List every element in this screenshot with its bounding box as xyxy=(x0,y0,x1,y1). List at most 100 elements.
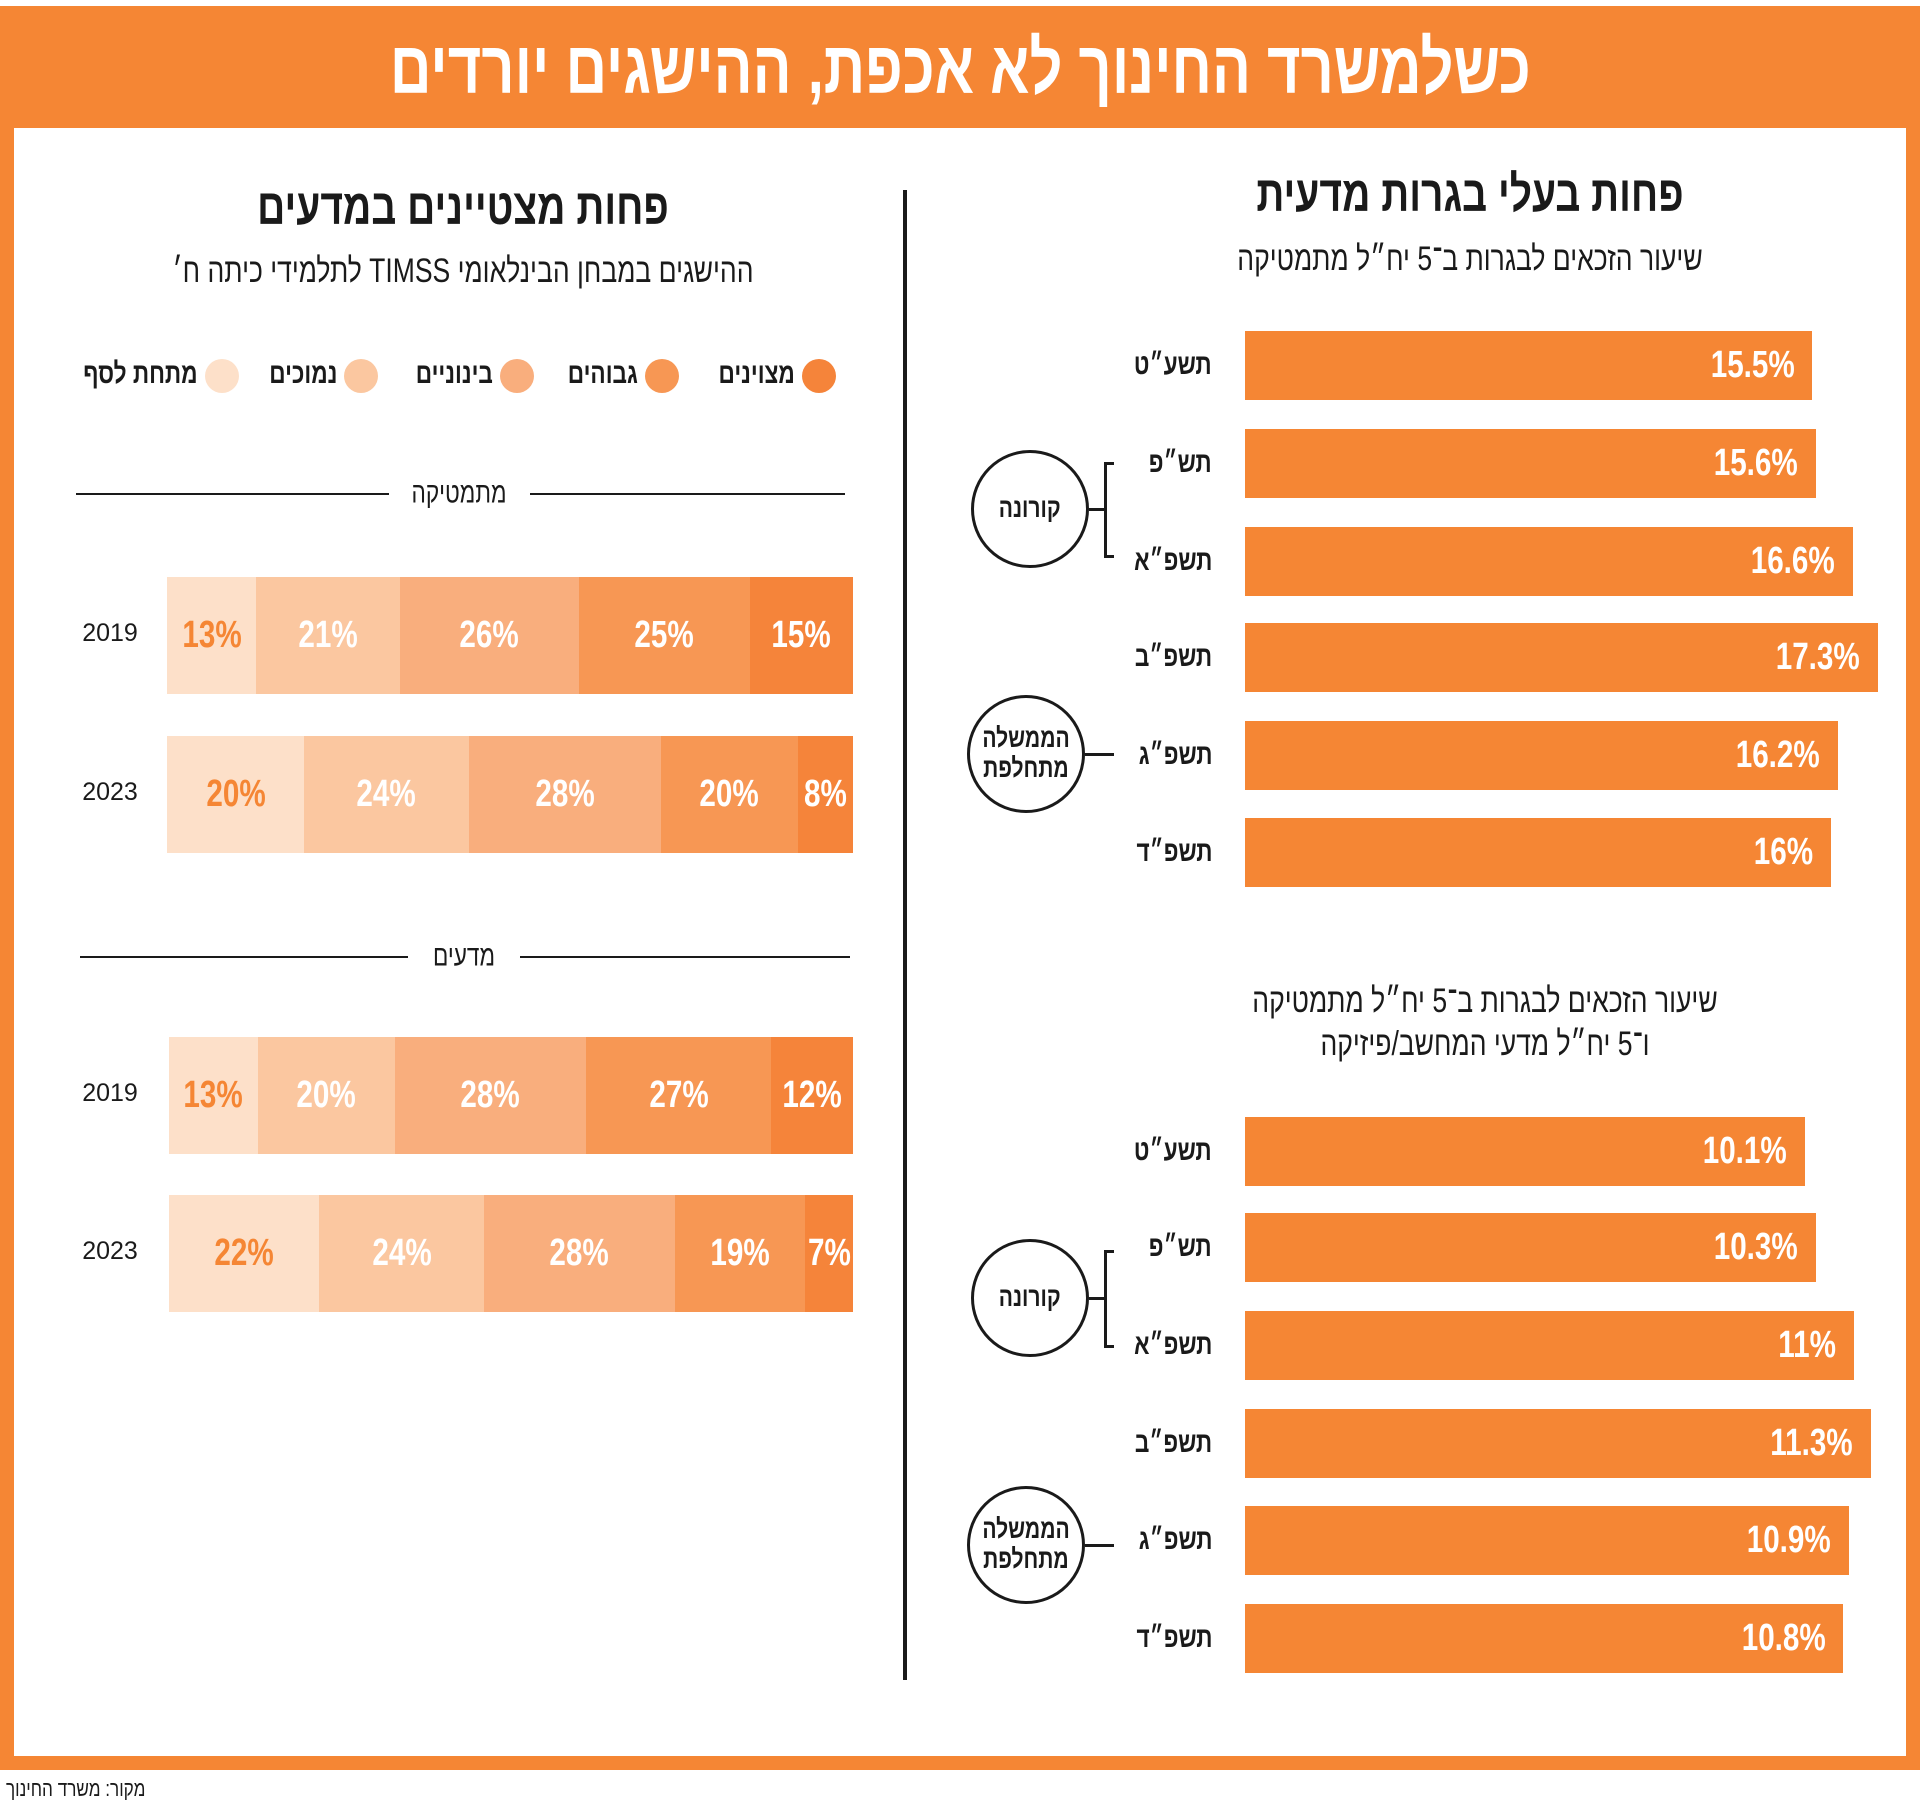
bar: 16.6% xyxy=(1245,527,1853,596)
bar: 10.9% xyxy=(1245,1506,1849,1575)
legend-swatch xyxy=(205,359,239,393)
legend-label: מתחת לסף xyxy=(83,358,198,390)
category-label: תשפ״א xyxy=(1133,1329,1212,1361)
legend-label: נמוכים xyxy=(268,358,337,390)
page-title: כשלמשרד החינוך לא אכפת, ההישגים יורדים xyxy=(389,25,1531,109)
segment-value-label: 13% xyxy=(181,614,242,656)
bar-segment: 15% xyxy=(750,577,853,694)
bar-value-label: 16.2% xyxy=(1735,734,1820,776)
bar-segment: 24% xyxy=(304,736,469,853)
bracket xyxy=(1104,462,1107,558)
bar-segment: 20% xyxy=(167,736,305,853)
segment-value-label: 28% xyxy=(535,773,595,815)
segment-value-label: 7% xyxy=(807,1232,851,1274)
chart1-title: שיעור הזכאים לבגרות ב־5 יח״ל מתמטיקה xyxy=(1237,240,1703,278)
bracket-tick xyxy=(1104,462,1114,465)
bar-segment: 24% xyxy=(319,1195,484,1312)
bar-value-label: 11.3% xyxy=(1770,1422,1854,1464)
bracket xyxy=(1104,1250,1107,1348)
government-change-annotation: הממשלה מתחלפת xyxy=(967,1486,1085,1604)
segment-value-label: 28% xyxy=(460,1074,521,1116)
segment-value-label: 24% xyxy=(356,773,417,815)
section-rule xyxy=(80,956,408,958)
bar-segment: 28% xyxy=(394,1037,587,1154)
bar: 10.1% xyxy=(1245,1117,1805,1186)
right-heading: פחות בעלי בגרות מדעית xyxy=(1256,166,1684,222)
segment-value-label: 24% xyxy=(371,1232,432,1274)
legend-label: מצוינים xyxy=(718,358,795,390)
year-label: 2023 xyxy=(82,1237,138,1265)
category-label: תשפ״ב xyxy=(1134,1427,1212,1459)
segment-value-label: 20% xyxy=(699,773,760,815)
bar-value-label: 10.8% xyxy=(1741,1617,1826,1659)
bracket-tick xyxy=(1104,555,1114,558)
section-rule xyxy=(76,493,389,495)
legend-label: בינוניים xyxy=(415,358,493,390)
segment-value-label: 25% xyxy=(634,614,694,656)
bar: 16% xyxy=(1245,818,1831,887)
category-label: תשפ״ג xyxy=(1138,739,1212,771)
year-label: 2023 xyxy=(82,778,138,806)
bar-segment: 21% xyxy=(256,577,401,694)
bar-segment: 19% xyxy=(675,1195,806,1312)
source-note: מקור: משרד החינוך xyxy=(6,1776,146,1801)
segment-value-label: 20% xyxy=(296,1074,356,1116)
segment-value-label: 21% xyxy=(298,614,358,656)
header-banner: כשלמשרד החינוך לא אכפת, ההישגים יורדים xyxy=(0,6,1920,128)
corona-annotation: קורונה xyxy=(971,1239,1089,1357)
stacked-bar: 20% 24% 28% 20% 8% xyxy=(167,736,853,853)
segment-value-label: 15% xyxy=(771,614,832,656)
bracket-tick xyxy=(1104,1345,1114,1348)
bar-value-label: 16.6% xyxy=(1750,540,1835,582)
segment-value-label: 28% xyxy=(549,1232,610,1274)
left-heading: פחות מצטיינים במדעים xyxy=(257,179,669,235)
bar-segment: 25% xyxy=(578,577,751,694)
legend-swatch xyxy=(802,359,836,393)
bar: 15.6% xyxy=(1245,429,1816,498)
bar: 16.2% xyxy=(1245,721,1838,790)
category-label: תשפ״ד xyxy=(1135,836,1212,868)
legend-swatch xyxy=(500,359,534,393)
connector-line xyxy=(1085,753,1114,756)
bar-segment: 12% xyxy=(770,1037,853,1154)
corona-annotation: קורונה xyxy=(971,450,1089,568)
bar-segment: 8% xyxy=(798,736,853,853)
connector-line xyxy=(1089,508,1104,511)
bar: 10.8% xyxy=(1245,1604,1844,1673)
year-label: 2019 xyxy=(82,619,138,647)
category-label: תש״פ xyxy=(1149,447,1212,479)
bar-segment: 22% xyxy=(169,1195,320,1312)
stacked-bar: 22% 24% 28% 19% 7% xyxy=(169,1195,853,1312)
bar-segment: 28% xyxy=(468,736,661,853)
bar-segment: 27% xyxy=(586,1037,771,1154)
category-label: תש״פ xyxy=(1149,1231,1212,1263)
segment-value-label: 13% xyxy=(183,1074,244,1116)
bar-value-label: 10.1% xyxy=(1702,1130,1787,1172)
bar-value-label: 17.3% xyxy=(1776,636,1861,678)
bar: 15.5% xyxy=(1245,331,1813,400)
category-label: תשפ״ד xyxy=(1135,1622,1212,1654)
segment-value-label: 26% xyxy=(459,614,520,656)
stacked-bar: 13% 21% 26% 25% 15% xyxy=(167,577,853,694)
connector-line xyxy=(1085,1544,1114,1547)
bar-value-label: 10.9% xyxy=(1746,1519,1831,1561)
bar-segment: 13% xyxy=(169,1037,258,1154)
segment-value-label: 27% xyxy=(648,1074,709,1116)
section-rule xyxy=(520,956,850,958)
column-divider xyxy=(903,190,907,1680)
year-label: 2019 xyxy=(82,1079,138,1107)
category-label: תשע״ט xyxy=(1134,1135,1212,1167)
bar-value-label: 15.5% xyxy=(1710,344,1795,386)
segment-value-label: 22% xyxy=(214,1232,274,1274)
legend-label: גבוהים xyxy=(567,358,638,390)
section-label: מדעים xyxy=(432,940,496,973)
segment-value-label: 8% xyxy=(804,773,847,815)
bar: 11.3% xyxy=(1245,1409,1872,1478)
bar-value-label: 15.6% xyxy=(1713,442,1798,484)
bar-value-label: 10.3% xyxy=(1713,1226,1798,1268)
bar-value-label: 16% xyxy=(1753,831,1813,873)
category-label: תשפ״א xyxy=(1133,545,1212,577)
bracket-tick xyxy=(1104,1250,1114,1253)
section-rule xyxy=(530,493,845,495)
bar: 11% xyxy=(1245,1311,1855,1380)
